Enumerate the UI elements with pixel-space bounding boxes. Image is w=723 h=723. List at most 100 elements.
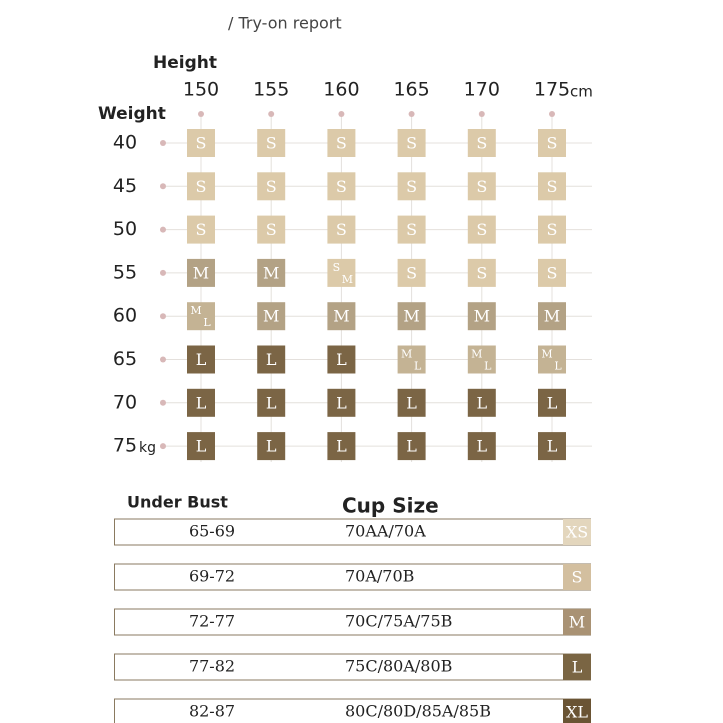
size-letter: L: [547, 437, 558, 456]
size-letter: S: [406, 220, 417, 239]
size: XS: [566, 523, 588, 542]
size-letter: S: [547, 134, 558, 153]
size-letter: M: [471, 348, 482, 361]
size-letter: L: [196, 437, 207, 456]
size-letter: S: [196, 220, 207, 239]
size-cell: [257, 258, 286, 287]
size-letter: S: [196, 177, 207, 196]
under-bust: 65-69: [189, 522, 235, 541]
size-letter: M: [333, 307, 349, 326]
size-letter: L: [266, 350, 277, 369]
weight-value: 45: [113, 175, 137, 197]
height-value: 160: [323, 79, 359, 101]
size-letter: L: [266, 437, 277, 456]
size-letter: M: [263, 307, 279, 326]
size-cell: [397, 215, 426, 244]
size-cell: [257, 129, 286, 157]
size-letter: M: [403, 307, 419, 326]
size-box: [563, 609, 591, 635]
size-cell: [467, 215, 496, 244]
height-value: 175: [534, 79, 570, 101]
size-cell: [397, 129, 426, 157]
size-letter: S: [266, 134, 277, 153]
weight-unit: kg: [139, 440, 156, 456]
size-letter: M: [263, 263, 279, 282]
dot: [160, 269, 166, 276]
size-box: [563, 699, 591, 723]
dot: [160, 399, 166, 406]
dot: [160, 356, 166, 363]
size-letter: S: [336, 220, 347, 239]
weight-value: 65: [113, 348, 137, 370]
size-cell: [327, 258, 356, 287]
cups: 80C/80D/85A/85B: [345, 702, 491, 721]
size-cell: [467, 258, 496, 287]
dot: [549, 111, 555, 117]
dot: [160, 313, 166, 320]
weight-value: 55: [113, 261, 137, 283]
size-cell: [538, 172, 566, 201]
size-cell: [538, 215, 566, 244]
cups: 70C/75A/75B: [345, 612, 452, 631]
size-letter: S: [333, 261, 341, 274]
height-value: 155: [253, 79, 289, 101]
size-cell: [187, 258, 215, 287]
size-letter: S: [547, 263, 558, 282]
size-letter: L: [406, 437, 417, 456]
size-cell: [397, 432, 426, 461]
size-cell: [397, 172, 426, 201]
title: / Try-on report: [228, 14, 342, 33]
size-letter: L: [336, 393, 347, 412]
size-cell: [327, 129, 356, 157]
under-bust-label: Under Bust: [127, 493, 228, 512]
size-letter: L: [554, 360, 562, 373]
cups: 75C/80A/80B: [345, 657, 452, 676]
dot: [160, 443, 166, 450]
size-letter: L: [336, 437, 347, 456]
size-letter: L: [203, 316, 211, 329]
size-letter: M: [541, 348, 552, 361]
size-cell: [187, 302, 215, 331]
size-cell: [327, 302, 356, 331]
size-letter: S: [266, 177, 277, 196]
size-cell: [538, 388, 566, 417]
size-letter: S: [336, 177, 347, 196]
under-bust: 82-87: [189, 702, 235, 721]
size-cell: [467, 302, 496, 331]
size-cell: [257, 432, 286, 461]
dot: [408, 111, 415, 117]
size-cell: [397, 302, 426, 331]
size-letter: S: [406, 134, 417, 153]
height-unit: cm: [570, 83, 593, 101]
size-box: [563, 654, 591, 680]
cups: 70A/70B: [345, 567, 414, 586]
size-cell: [538, 129, 566, 157]
under-bust: 69-72: [189, 567, 235, 586]
size-cell: [397, 345, 426, 374]
size-letter: S: [196, 134, 207, 153]
size-cell: [187, 432, 215, 461]
size-letter: L: [196, 350, 207, 369]
size-cell: [327, 215, 356, 244]
size-letter: S: [476, 177, 487, 196]
size-cell: [538, 432, 566, 461]
cups: 70AA/70A: [345, 522, 426, 541]
size-letter: L: [196, 393, 207, 412]
size-box: [563, 519, 591, 545]
weight-label: Weight: [98, 104, 166, 124]
size-cell: [397, 258, 426, 287]
dot: [478, 111, 485, 117]
size-letter: M: [193, 263, 209, 282]
size-letter: M: [190, 304, 201, 317]
size-cell: [538, 345, 566, 374]
size-letter: S: [406, 263, 417, 282]
size-letter: S: [476, 263, 487, 282]
size-cell: [257, 172, 286, 201]
size-cell: [187, 388, 215, 417]
size: M: [569, 613, 585, 632]
size-cell: [467, 432, 496, 461]
size-letter: L: [336, 350, 347, 369]
size-cell: [327, 345, 356, 374]
size-cell: [257, 302, 286, 331]
cup-size-label: Cup Size: [342, 494, 439, 518]
